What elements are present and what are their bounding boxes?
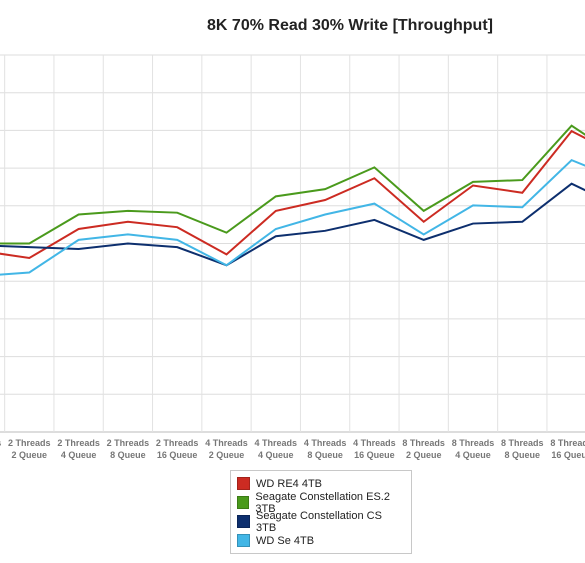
legend-swatch	[237, 496, 250, 509]
legend-swatch	[237, 515, 250, 528]
x-tick-label: 2 Threads 4 Queue	[57, 438, 100, 460]
legend-label: WD Se 4TB	[256, 534, 315, 547]
x-tick-label: 4 Threads 16 Queue	[353, 438, 396, 460]
x-tick-label: 4 Threads 4 Queue	[255, 438, 298, 460]
legend-swatch	[237, 534, 250, 547]
grid-lines	[0, 54, 585, 433]
legend-item: WD Se 4TB	[237, 531, 405, 550]
x-tick-label: 2 Threads 8 Queue	[107, 438, 150, 460]
legend-item: Seagate Constellation CS 3TB	[237, 509, 405, 534]
series-line-3	[0, 182, 585, 267]
legend-item: Seagate Constellation ES.2 3TB	[237, 490, 405, 515]
x-tick-label: 8 Threads 4 Queue	[452, 438, 495, 460]
legend-label: Seagate Constellation CS 3TB	[255, 509, 382, 534]
x-tick-label: 4 Threads 8 Queue	[304, 438, 347, 460]
legend-item: WD RE4 4TB	[237, 474, 405, 493]
x-tick-label: 4 Threads 2 Queue	[205, 438, 248, 460]
legend-label: Seagate Constellation ES.2 3TB	[255, 490, 390, 515]
legend: WD RE4 4TB Seagate Constellation ES.2 3TB…	[230, 470, 412, 554]
chart-title: 8K 70% Read 30% Write [Throughput]	[207, 17, 493, 34]
series-lines	[0, 124, 585, 276]
x-tick-label: 2 Threads 2 Queue	[8, 438, 51, 460]
series-line-4	[0, 158, 585, 276]
legend-swatch	[237, 477, 250, 490]
series-line-2	[0, 124, 585, 245]
x-tick-label: 8 Threads 8 Queue	[501, 438, 544, 460]
x-tick-label: 2 Threads 16 Queue	[156, 438, 199, 460]
series-line-1	[0, 129, 585, 260]
x-tick-label: 8 Threads 2 Queue	[402, 438, 445, 460]
legend-label: WD RE4 4TB	[256, 477, 323, 490]
